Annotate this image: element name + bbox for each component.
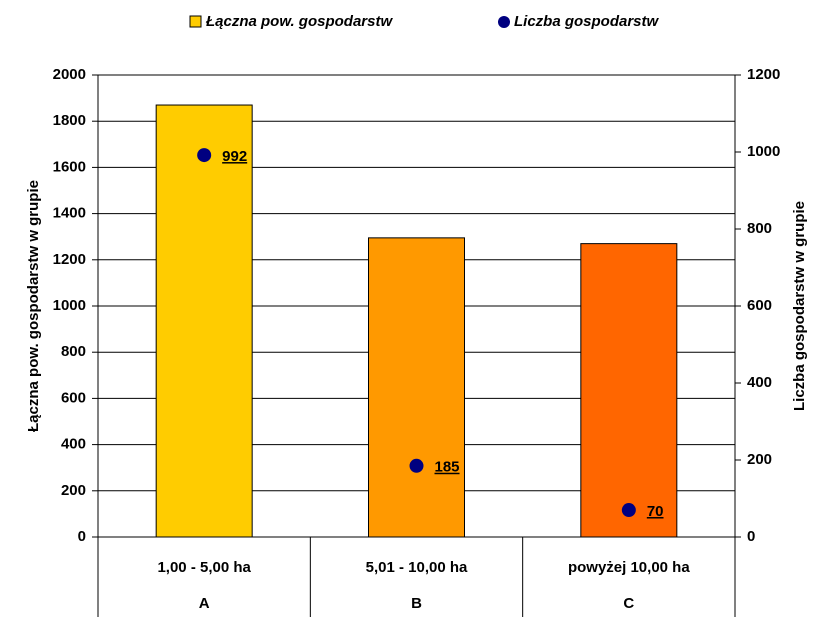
y2-axis-label: Liczba gospodarstw w grupie (791, 201, 808, 411)
group-label: A (199, 595, 210, 612)
y2-tick-label: 800 (747, 220, 772, 237)
y2-tick-label: 400 (747, 374, 772, 391)
y-tick-label: 1600 (53, 158, 86, 175)
y-tick-label: 0 (78, 528, 86, 545)
x-tick-label: 1,00 - 5,00 ha (157, 559, 251, 576)
y-tick-label: 2000 (53, 66, 86, 83)
y2-tick-label: 1000 (747, 143, 780, 160)
data-label: 185 (435, 459, 460, 476)
point (409, 458, 424, 473)
x-tick-label: 5,01 - 10,00 ha (366, 559, 468, 576)
data-label: 70 (647, 503, 664, 520)
y-axis-label: Łączna pow. gospodarstw w grupie (25, 180, 42, 432)
y-tick-label: 400 (61, 436, 86, 453)
y-tick-label: 1200 (53, 251, 86, 268)
y-tick-label: 1000 (53, 297, 86, 314)
point (621, 503, 636, 518)
legend-label: Liczba gospodarstw (514, 13, 660, 30)
group-label: C (623, 595, 634, 612)
data-label: 992 (222, 148, 247, 165)
y2-tick-label: 0 (747, 528, 755, 545)
x-tick-label: powyżej 10,00 ha (568, 559, 690, 576)
bar (368, 237, 465, 538)
y2-tick-label: 600 (747, 297, 772, 314)
y-tick-label: 1400 (53, 205, 86, 222)
y-tick-label: 200 (61, 482, 86, 499)
legend-label: Łączna pow. gospodarstw (205, 13, 393, 30)
y-tick-label: 1800 (53, 112, 86, 129)
point (197, 148, 212, 163)
group-label: B (411, 595, 422, 612)
bar (155, 104, 253, 538)
y-tick-label: 600 (61, 389, 86, 406)
bar (580, 243, 678, 538)
y2-tick-label: 200 (747, 451, 772, 468)
legend-swatch (189, 15, 202, 28)
y-tick-label: 800 (61, 343, 86, 360)
legend-swatch (498, 16, 510, 28)
y2-tick-label: 1200 (747, 66, 780, 83)
